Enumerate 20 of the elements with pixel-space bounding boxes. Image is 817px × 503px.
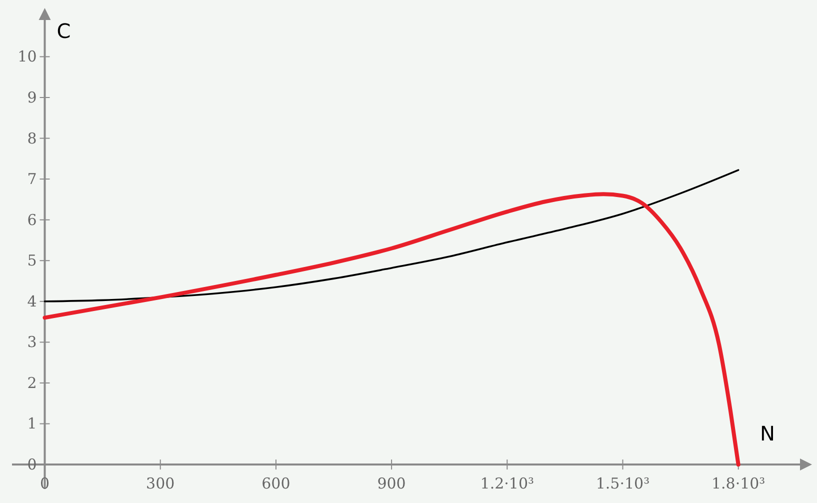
x-tick-label: 900 xyxy=(377,474,406,493)
y-tick-label: 8 xyxy=(27,129,37,148)
y-tick-label: 7 xyxy=(27,170,37,188)
y-axis-title: C xyxy=(56,19,71,43)
y-tick-label: 9 xyxy=(27,88,37,106)
x-tick-label: 1.2·10³ xyxy=(480,474,534,493)
x-axis-title: N xyxy=(760,422,775,446)
x-tick-label: 600 xyxy=(262,474,290,493)
y-tick-label: 2 xyxy=(27,374,37,392)
y-tick-label: 10 xyxy=(18,48,37,66)
y-tick-label: 1 xyxy=(27,414,37,433)
y-tick-label: 3 xyxy=(27,333,37,352)
line-series xyxy=(42,192,740,467)
y-tick-label: 5 xyxy=(27,252,37,270)
y-tick-label: 4 xyxy=(27,292,37,310)
y-tick-label: 6 xyxy=(27,210,37,229)
x-tick-label: 1.5·10³ xyxy=(596,474,650,493)
x-tick-label: 300 xyxy=(146,474,175,493)
x-tick-label: 1.8·10³ xyxy=(711,474,766,493)
line-series xyxy=(44,169,740,302)
